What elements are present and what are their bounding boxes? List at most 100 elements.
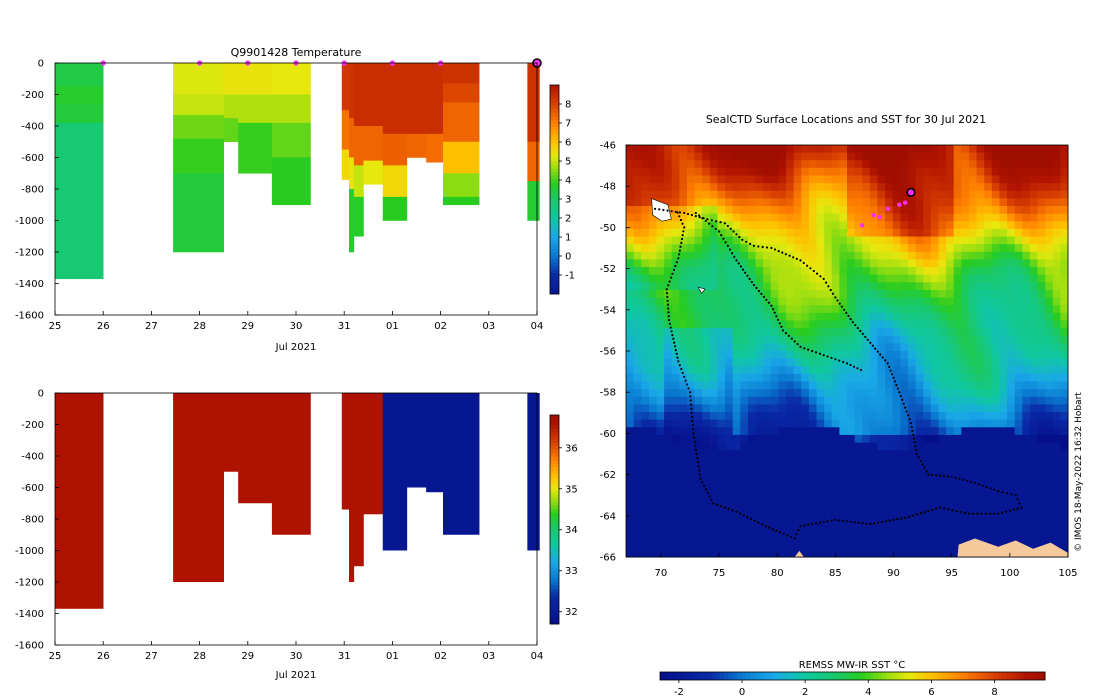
sst-cell-10-50: [1007, 221, 1016, 230]
sst-cell-7-38: [915, 198, 924, 207]
sst-cell-48-4: [656, 511, 665, 520]
sst-cell-45-15: [740, 488, 749, 497]
sst-cell-8-24: [808, 206, 818, 215]
sst-cell-9-54: [1037, 213, 1046, 222]
sst-cell-30-44: [961, 373, 970, 383]
sst-cell-39-16: [747, 442, 757, 451]
sst-cell-23-14: [732, 320, 741, 329]
colorbar-cell-8: [550, 442, 559, 447]
sst-cell-19-45: [968, 289, 978, 299]
sst-cell-30-19: [770, 373, 779, 383]
sst-cell-20-2: [641, 297, 650, 306]
sst-cell-48-17: [755, 511, 764, 520]
sst-cell-33-43: [953, 396, 962, 405]
sst-cell-1-50: [1007, 152, 1016, 161]
sst-cell-24-18: [763, 328, 772, 337]
sst-cell-39-44: [961, 442, 970, 451]
sst-cell-32-8: [686, 389, 696, 398]
sst-cell-30-27: [831, 373, 840, 383]
track-dot-340: [849, 363, 852, 367]
sst-cell-24-11: [709, 328, 718, 337]
sst-cell-11-51: [1014, 228, 1023, 238]
sst-cell-41-53: [1029, 457, 1039, 466]
sst-cell-50-47: [984, 526, 993, 535]
sst-cell-20-26: [824, 297, 833, 306]
track-dot-77: [893, 380, 897, 383]
sst-cell-49-53: [1029, 518, 1039, 527]
sst-cell-24-49: [999, 328, 1008, 337]
sst-cell-33-49: [999, 396, 1008, 405]
sst-cell-49-35: [892, 518, 901, 527]
sst-cell-40-42: [946, 450, 955, 459]
sst-cell-19-42: [946, 289, 955, 299]
sst-cell-17-28: [839, 274, 848, 283]
sst-cell-0-22: [793, 145, 802, 154]
sst-cell-46-8: [686, 495, 696, 505]
sst-cell-6-57: [1060, 190, 1069, 199]
sst-cell-12-27: [831, 236, 840, 245]
sst-cell-22-30: [854, 312, 863, 321]
sst-cell-50-16: [747, 526, 757, 535]
sst-cell-39-2: [641, 442, 650, 451]
sst-cell-10-19: [770, 221, 779, 230]
sst-cell-47-42: [946, 503, 955, 512]
sst-cell-0-49: [999, 145, 1008, 154]
sst-cell-30-16: [747, 373, 757, 383]
sst-cell-35-15: [740, 412, 749, 421]
sst-cell-0-57: [1060, 145, 1069, 154]
sst-cell-51-52: [1022, 534, 1031, 543]
sst-cell-8-43: [953, 206, 962, 215]
sst-cell-4-35: [892, 175, 901, 184]
y-tick-label--400: -400: [21, 452, 44, 463]
colorbar-cell-45: [550, 571, 559, 576]
sst-cell-51-37: [907, 534, 917, 543]
sst-cell-25-50: [1007, 335, 1016, 344]
sst-colorbar-cell-40: [831, 672, 836, 680]
sst-colorbar-cell-62: [925, 672, 930, 680]
sst-cell-53-42: [946, 549, 955, 558]
sst-cell-14-36: [900, 251, 909, 260]
sst-cell-15-27: [831, 259, 840, 268]
sst-cell-30-25: [816, 373, 825, 383]
sst-cell-6-7: [679, 190, 688, 199]
track-dot-196: [757, 521, 760, 524]
sst-cell-27-25: [816, 351, 825, 360]
track-dot-0: [654, 207, 657, 210]
sst-cell-29-53: [1029, 366, 1039, 375]
sst-cell-49-42: [946, 518, 955, 527]
sst-cell-51-32: [869, 534, 878, 543]
track-dot-35: [788, 254, 791, 257]
sst-cell-7-56: [1052, 198, 1061, 207]
sst-cell-36-25: [816, 419, 825, 428]
colorbar-cell-11: [550, 123, 559, 128]
sst-cell-27-55: [1045, 351, 1054, 360]
sst-cell-14-25: [816, 251, 825, 260]
sst-cell-3-11: [709, 167, 718, 177]
profile-11: [426, 393, 444, 493]
sst-cell-52-41: [938, 541, 947, 550]
track-dot-222: [694, 448, 698, 451]
sst-cell-33-38: [915, 396, 924, 405]
sst-cell-13-32: [869, 244, 878, 253]
track-dot-158: [896, 518, 899, 521]
sst-cell-11-42: [946, 228, 955, 238]
profile-13-band-0: [527, 63, 540, 143]
sst-cell-26-55: [1045, 343, 1054, 352]
sst-cell-24-53: [1029, 328, 1039, 337]
sst-cell-1-55: [1045, 152, 1054, 161]
sst-cell-34-14: [732, 404, 741, 413]
sst-cell-17-29: [847, 274, 856, 283]
sst-cell-0-6: [671, 145, 680, 154]
track-dot-291: [718, 230, 721, 233]
sst-cell-32-42: [946, 389, 955, 398]
sst-cell-30-17: [755, 373, 764, 383]
sst-cell-46-33: [877, 495, 886, 505]
sst-cell-22-40: [930, 312, 939, 321]
sst-cell-4-37: [907, 175, 917, 184]
sst-cell-48-26: [824, 511, 833, 520]
sst-cell-11-12: [717, 228, 726, 238]
sst-cell-5-52: [1022, 183, 1031, 192]
sst-cell-47-18: [763, 503, 772, 512]
sst-cell-38-41: [938, 434, 947, 444]
sst-cell-9-17: [755, 213, 764, 222]
